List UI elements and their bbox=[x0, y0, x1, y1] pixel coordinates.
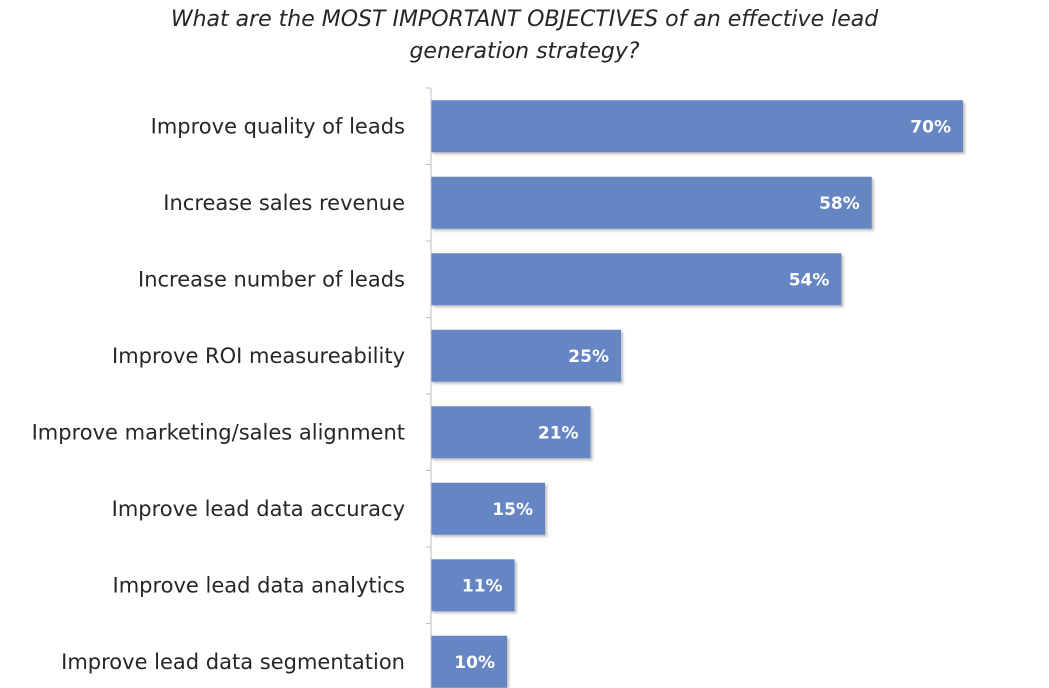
bar-5 bbox=[431, 406, 591, 459]
data-label: 10% bbox=[454, 653, 495, 673]
data-label: 21% bbox=[538, 423, 579, 443]
category-label: Improve lead data segmentation bbox=[61, 650, 405, 674]
data-label: 58% bbox=[819, 194, 860, 214]
category-label: Improve quality of leads bbox=[151, 114, 405, 138]
chart-title: What are the MOST IMPORTANT OBJECTIVES o… bbox=[0, 4, 1049, 68]
bar-4 bbox=[431, 329, 621, 382]
category-label: Improve lead data accuracy bbox=[112, 497, 405, 521]
bar-8 bbox=[431, 635, 507, 688]
bar-7 bbox=[431, 559, 515, 612]
labels-layer: Improve quality of leads 70% Increase sale… bbox=[32, 114, 951, 674]
category-label: Increase number of leads bbox=[138, 267, 405, 291]
category-axis bbox=[426, 87, 432, 688]
chart-title-line-1: What are the MOST IMPORTANT OBJECTIVES o… bbox=[170, 7, 879, 32]
data-label: 11% bbox=[462, 576, 503, 596]
data-label: 70% bbox=[910, 117, 951, 137]
bar-3 bbox=[431, 253, 842, 306]
category-label: Improve marketing/sales alignment bbox=[32, 420, 405, 444]
category-label: Improve ROI measureability bbox=[112, 344, 405, 368]
bar-6 bbox=[431, 482, 545, 535]
data-label: 25% bbox=[568, 347, 609, 367]
bars-layer bbox=[431, 100, 963, 688]
category-label: Improve lead data analytics bbox=[113, 573, 406, 597]
bar-2 bbox=[431, 176, 872, 229]
bar-1 bbox=[431, 100, 963, 153]
data-label: 15% bbox=[492, 500, 533, 520]
data-label: 54% bbox=[789, 270, 830, 290]
category-label: Increase sales revenue bbox=[163, 191, 405, 215]
chart-title-line-2: generation strategy? bbox=[409, 39, 640, 64]
